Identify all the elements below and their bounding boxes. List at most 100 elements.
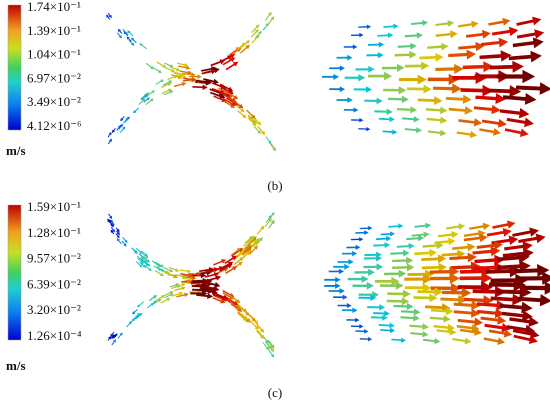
colorbar <box>7 4 22 131</box>
arrow-head <box>272 147 276 152</box>
arrow-shaft <box>517 296 545 303</box>
arrow-shaft <box>250 320 258 329</box>
arrow-shaft <box>160 83 169 89</box>
arrow-head <box>377 52 384 59</box>
arrow-head <box>160 264 165 268</box>
arrow-shaft <box>176 62 187 66</box>
arrow-shaft <box>376 237 388 240</box>
arrow-head <box>390 231 395 237</box>
arrow-head <box>443 315 451 323</box>
arrow-head <box>150 65 154 70</box>
arrow-shaft <box>421 257 441 261</box>
arrow-head <box>268 140 272 144</box>
arrow-head <box>261 130 266 136</box>
arrow-head <box>403 249 410 257</box>
arrow-shaft <box>435 67 458 72</box>
arrow-shaft <box>463 236 483 242</box>
arrow-head <box>117 28 122 33</box>
arrow-shaft <box>183 77 194 81</box>
arrow-shaft <box>419 55 439 60</box>
arrow-head <box>413 308 421 316</box>
arrow-shaft <box>411 21 425 26</box>
arrow-shaft <box>204 281 218 287</box>
arrow-shaft <box>429 316 447 321</box>
arrow-shaft <box>469 224 486 230</box>
arrow-head <box>366 281 374 290</box>
arrow-head <box>474 317 484 327</box>
arrow-shaft <box>249 246 257 255</box>
arrow-head <box>376 97 383 105</box>
arrow-head <box>361 275 369 283</box>
arrow-shaft <box>225 97 237 105</box>
arrow-shaft <box>433 86 456 91</box>
arrow-head <box>227 261 234 267</box>
arrow-head <box>254 319 259 325</box>
arrow-head <box>124 239 128 244</box>
arrow-shaft <box>459 328 478 334</box>
arrow-head <box>389 116 395 123</box>
arrow-shaft <box>502 251 528 258</box>
arrow-head <box>153 300 157 304</box>
arrow-shaft <box>492 222 511 229</box>
arrow-shaft <box>255 238 262 246</box>
arrow-head <box>213 78 219 85</box>
arrow-head <box>467 243 476 252</box>
arrow-head <box>502 17 511 26</box>
arrow-shaft <box>458 119 478 124</box>
arrow-head <box>366 126 371 132</box>
arrow-shaft <box>501 311 527 318</box>
arrow-head <box>398 269 407 278</box>
arrow-shaft <box>213 292 226 300</box>
arrow-shaft <box>219 262 231 270</box>
arrow-head <box>271 211 275 216</box>
arrow-shaft <box>457 318 478 324</box>
arrow-head <box>507 220 516 229</box>
arrow-head <box>436 241 444 250</box>
arrow-head <box>406 263 415 272</box>
arrow-head <box>401 95 409 103</box>
arrow-head <box>258 30 262 35</box>
arrow-head <box>469 130 478 139</box>
arrow-shaft <box>246 109 255 118</box>
arrow-head <box>365 86 373 93</box>
arrow-head <box>113 333 117 338</box>
arrow-head <box>257 121 262 126</box>
arrow-head <box>447 20 455 27</box>
arrow-head <box>221 259 227 264</box>
arrow-head <box>180 72 185 77</box>
arrow-shaft <box>425 108 443 112</box>
arrow-head <box>112 339 116 343</box>
arrow-head <box>339 86 346 92</box>
arrow-shaft <box>429 269 453 274</box>
arrow-head <box>347 54 353 61</box>
arrow-shaft <box>251 25 259 33</box>
colorbar-tick-label: 3.20×10⁻² <box>27 302 81 317</box>
arrow-shaft <box>164 91 172 96</box>
arrow-head <box>509 85 522 98</box>
arrow-shaft <box>131 247 137 254</box>
arrow-shaft <box>239 46 249 54</box>
colorbar-tick-label: 1.26×10⁻⁴ <box>27 328 82 343</box>
arrow-head <box>207 293 214 300</box>
arrow-shaft <box>456 325 475 330</box>
arrow-shaft <box>155 295 164 302</box>
arrow-shaft <box>178 65 188 69</box>
colorbar-tick-label: 9.57×10⁻² <box>27 251 81 266</box>
arrow-head <box>233 300 239 306</box>
arrow-head <box>519 128 529 137</box>
arrow-head <box>434 96 443 105</box>
arrow-head <box>265 346 270 351</box>
arrow-head <box>434 287 444 297</box>
arrow-head <box>136 312 141 316</box>
arrow-head <box>408 242 415 250</box>
arrow-shaft <box>382 130 395 133</box>
arrow-shaft <box>163 291 172 297</box>
arrow-head <box>355 317 360 323</box>
arrow-shaft <box>426 117 443 122</box>
arrow-head <box>212 286 219 292</box>
arrow-shaft <box>135 314 142 320</box>
arrow-shaft <box>484 323 506 330</box>
arrow-head <box>429 293 438 303</box>
arrow-head <box>384 242 391 249</box>
